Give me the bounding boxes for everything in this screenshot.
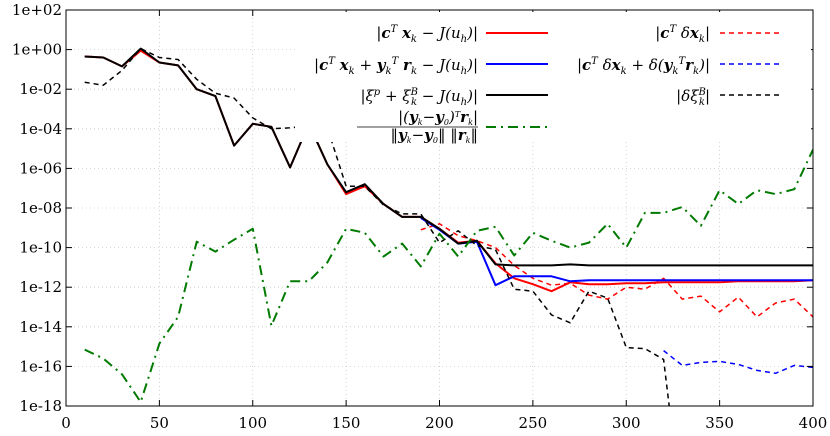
y-tick-label: 1e+02	[12, 1, 62, 19]
legend-entry-green-dashdot: |(yk−y0)Trk| ‖yk−y0‖ ‖rk‖	[357, 108, 548, 145]
series-blue-dashed	[663, 350, 813, 375]
y-tick-label: 1e-04	[19, 120, 62, 138]
y-tick-label: 1e-16	[19, 357, 62, 375]
grid	[66, 10, 813, 406]
x-tick-label: 150	[332, 414, 361, 432]
tick-labels: 0 50 100 150 200 250 300 350 400 1e+02 1e+00 1e-02 1…	[12, 1, 827, 432]
y-tick-label: 1e-12	[19, 278, 62, 296]
y-tick-label: 1e+00	[12, 41, 62, 59]
legend-entry-blue-dashed: |cT δxk + δ(ykTrk)|	[577, 56, 782, 77]
x-tick-label: 200	[425, 414, 454, 432]
svg-text:|cT xk + ykT rk − J(uh)|: |cT xk + ykT rk − J(uh)|	[314, 56, 478, 77]
legend-entry-blue-solid: |cT xk + ykT rk − J(uh)|	[314, 56, 548, 77]
legend-entry-black-solid: |ξp + ξB k − J(uh)|	[360, 87, 548, 108]
series-red-dashed	[420, 223, 813, 318]
x-tick-label: 250	[519, 414, 548, 432]
x-tick-label: 350	[705, 414, 734, 432]
svg-text:‖yk−y0‖ ‖rk‖: ‖yk−y0‖ ‖rk‖	[390, 126, 478, 145]
legend-entry-black-dashed: |δξB k|	[676, 87, 782, 108]
x-tick-label: 300	[612, 414, 641, 432]
x-tick-label: 50	[150, 414, 169, 432]
y-tick-label: 1e-02	[19, 80, 62, 98]
series-black-dashed	[84, 47, 670, 406]
y-tick-label: 1e-14	[19, 318, 62, 336]
legend-entry-red-dashed: |cT δxk|	[655, 24, 782, 45]
legend-entry-red-solid: |cT xk − J(uh)|	[376, 24, 548, 45]
x-tick-label: 400	[799, 414, 828, 432]
series-layer	[84, 47, 813, 406]
series-blue-solid	[420, 217, 813, 287]
svg-text:|ξp + ξBk − J(uh)|: |ξp + ξB k − J(uh)|	[360, 87, 478, 108]
y-tick-label: 1e-08	[19, 199, 62, 217]
svg-text:|cT δxk|: |cT δxk|	[655, 24, 710, 45]
y-tick-label: 1e-10	[19, 239, 62, 257]
svg-text:|cT δxk + δ(ykTrk)|: |cT δxk + δ(ykTrk)|	[577, 56, 710, 77]
legend: |cT xk − J(uh)| |cT xk + ykT rk − J(uh)|…	[295, 12, 811, 145]
svg-text:|(yk−y0)Trk|: |(yk−y0)Trk|	[398, 108, 478, 127]
y-tick-label: 1e-18	[19, 397, 62, 415]
y-tick-label: 1e-06	[19, 159, 62, 177]
series-green-dashdot	[84, 149, 813, 403]
x-tick-label: 100	[238, 414, 267, 432]
x-tick-label: 0	[61, 414, 71, 432]
svg-text:|cT xk − J(uh)|: |cT xk − J(uh)|	[376, 24, 478, 45]
